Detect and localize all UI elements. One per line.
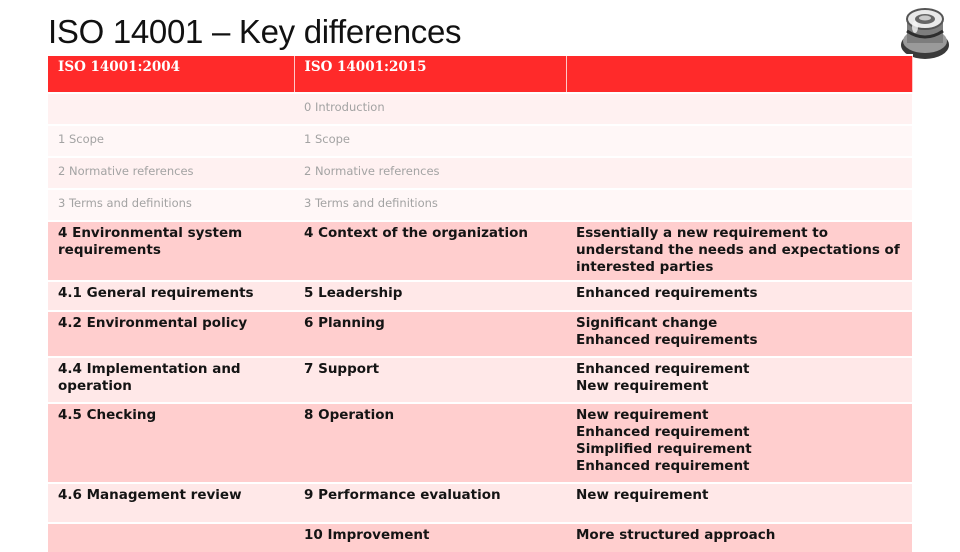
table-cell: 6 Planning bbox=[294, 310, 566, 357]
table-row: 4.4 Implementation and operation 7 Suppo… bbox=[48, 356, 912, 403]
table-row: 0 Introduction bbox=[48, 92, 912, 125]
table-cell: 4.5 Checking bbox=[48, 402, 294, 483]
table-row: 4.1 General requirements 5 Leadership En… bbox=[48, 280, 912, 311]
table-cell: 2 Normative references bbox=[48, 156, 294, 189]
table-row: 4.2 Environmental policy 6 Planning Sign… bbox=[48, 310, 912, 357]
table-cell: 4 Environmental system requirements bbox=[48, 220, 294, 281]
table-row: 4.6 Management review 9 Performance eval… bbox=[48, 482, 912, 523]
table-cell bbox=[566, 188, 912, 221]
column-header-notes bbox=[566, 54, 913, 93]
table-cell: 3 Terms and definitions bbox=[294, 188, 566, 221]
column-header-2004: ISO 14001:2004 bbox=[48, 54, 295, 93]
table-row: 2 Normative references 2 Normative refer… bbox=[48, 156, 912, 189]
table-cell: 1 Scope bbox=[294, 124, 566, 157]
table-cell: Essentially a new requirement to underst… bbox=[566, 220, 912, 281]
table-cell bbox=[48, 92, 294, 125]
table-cell: 10 Improvement bbox=[294, 522, 566, 552]
table-cell: New requirement bbox=[566, 482, 912, 523]
table-row: 10 Improvement More structured approach bbox=[48, 522, 912, 552]
table-cell: 4.2 Environmental policy bbox=[48, 310, 294, 357]
table-cell: 4.1 General requirements bbox=[48, 280, 294, 311]
table-cell: 4 Context of the organization bbox=[294, 220, 566, 281]
table-row: 1 Scope 1 Scope bbox=[48, 124, 912, 157]
table-header-row: ISO 14001:2004 ISO 14001:2015 bbox=[48, 54, 913, 93]
table-cell: Significant change Enhanced requirements bbox=[566, 310, 912, 357]
table-cell: 7 Support bbox=[294, 356, 566, 403]
table-cell: Enhanced requirement New requirement bbox=[566, 356, 912, 403]
iso-logo-icon bbox=[901, 8, 949, 59]
table-cell: 9 Performance evaluation bbox=[294, 482, 566, 523]
table-row: 4.5 Checking 8 Operation New requirement… bbox=[48, 402, 912, 483]
table-cell: More structured approach bbox=[566, 522, 912, 552]
table-cell bbox=[48, 522, 294, 552]
table-cell: Enhanced requirements bbox=[566, 280, 912, 311]
table-cell: 4.6 Management review bbox=[48, 482, 294, 523]
table-row: 3 Terms and definitions 3 Terms and defi… bbox=[48, 188, 912, 221]
table-cell: 3 Terms and definitions bbox=[48, 188, 294, 221]
table-cell bbox=[566, 124, 912, 157]
comparison-table: ISO 14001:2004 ISO 14001:2015 0 Introduc… bbox=[48, 54, 913, 552]
table-cell bbox=[566, 156, 912, 189]
table-row: 4 Environmental system requirements 4 Co… bbox=[48, 220, 912, 281]
table-cell: 4.4 Implementation and operation bbox=[48, 356, 294, 403]
table-cell bbox=[566, 92, 912, 125]
column-header-2015: ISO 14001:2015 bbox=[294, 54, 567, 93]
table-cell: 0 Introduction bbox=[294, 92, 566, 125]
table-cell: 2 Normative references bbox=[294, 156, 566, 189]
table-cell: 5 Leadership bbox=[294, 280, 566, 311]
table-cell: New requirement Enhanced requirement Sim… bbox=[566, 402, 912, 483]
slide-title: ISO 14001 – Key differences bbox=[48, 13, 462, 50]
table-cell: 8 Operation bbox=[294, 402, 566, 483]
table-cell: 1 Scope bbox=[48, 124, 294, 157]
